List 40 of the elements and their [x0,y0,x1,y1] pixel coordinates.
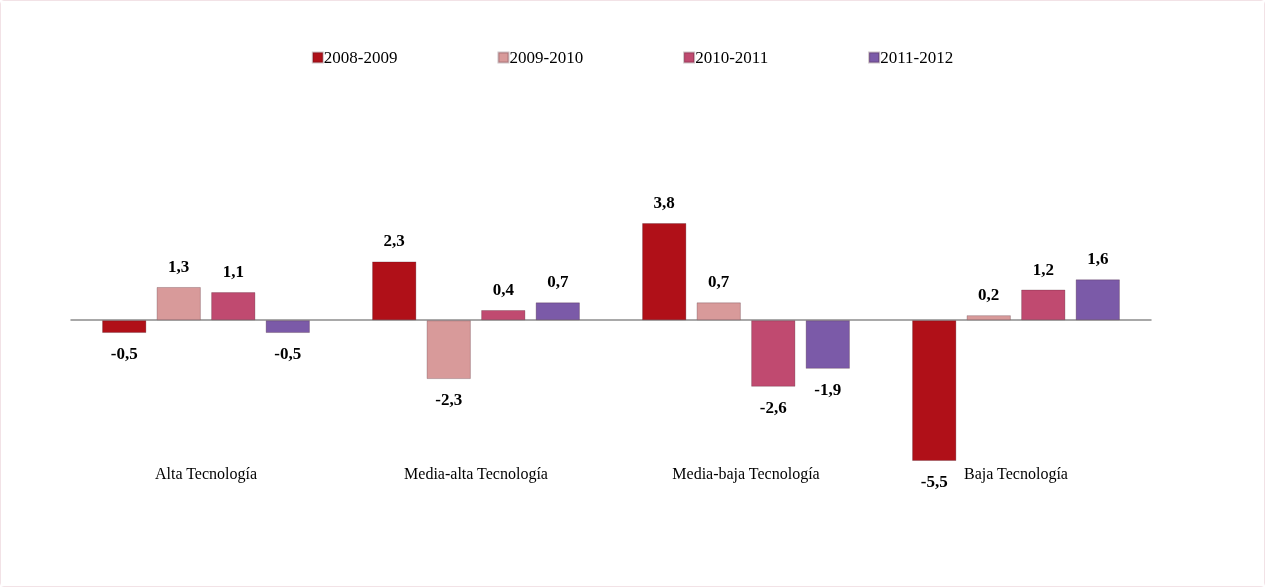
data-label: 1,3 [168,256,190,276]
bar [751,320,796,387]
data-label: -0,5 [274,344,302,364]
bar [211,292,256,321]
bar [805,320,850,369]
data-label: 3,8 [653,193,675,212]
x-tick-label: Baja Tecnología [964,464,1068,483]
data-label: 1,2 [1032,259,1054,279]
x-tick-label: Media-baja Tecnología [672,464,820,483]
x-tick-label: Media-alta Tecnología [404,464,548,483]
bar [481,310,526,321]
data-label: -2,3 [435,390,463,410]
data-label: 0,2 [978,285,1000,305]
bar [535,302,580,321]
bar [966,315,1011,321]
bar [426,320,471,380]
data-label: 0,7 [547,272,569,292]
data-label: -0,5 [110,344,138,364]
bar [1075,279,1120,321]
data-label: 0,4 [492,280,515,300]
data-label: 1,1 [222,262,244,282]
legend-label: 2011-2012 [880,48,954,67]
data-label: 0,7 [708,272,730,292]
data-label: 2,3 [383,231,405,251]
bar [372,261,417,321]
bar [265,320,310,334]
legend-label: 2008-2009 [323,48,398,67]
bar [102,320,147,334]
data-label: -5,5 [920,472,948,491]
legend-label: 2010-2011 [695,48,769,67]
data-label: -2,6 [759,397,787,417]
data-label: -1,9 [814,379,842,399]
bar [912,320,957,461]
bar [642,223,687,321]
bar [696,302,741,321]
bar [156,286,201,321]
legend-label: 2009-2010 [509,48,584,67]
data-label: 1,6 [1087,249,1109,269]
bar [1021,289,1066,321]
x-tick-label: Alta Tecnología [154,464,258,483]
